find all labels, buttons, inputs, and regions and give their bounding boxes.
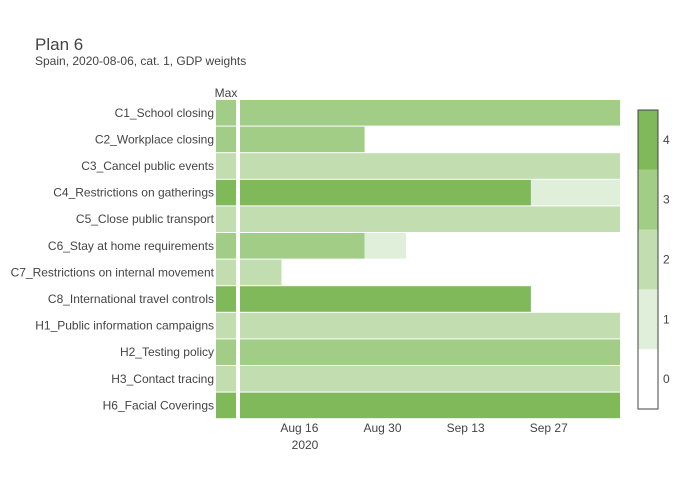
colorbar-band [638,110,658,170]
max-cell [216,259,236,286]
heatmap-cell [530,179,620,206]
colorbar-tick-label: 3 [663,193,670,207]
row-labels: C1_School closing C2_Workplace closing C3_… [11,106,215,413]
x-tick-label: Sep 27 [530,421,568,435]
max-cell [216,286,236,312]
colorbar-tick-label: 0 [663,372,670,386]
row-label: C8_International travel controls [48,292,214,306]
max-cell [216,392,236,419]
colorbar-band [638,169,658,230]
x-tick-label: Sep 13 [447,421,485,435]
chart-title: Plan 6 [35,35,83,54]
x-tick-label: Aug 16 [280,421,318,435]
heatmap-cell [240,100,620,126]
row-label: C1_School closing [115,106,214,120]
heatmap-cell [364,233,407,259]
row-label: H1_Public information campaigns [35,319,214,333]
row-label: C3_Cancel public events [81,159,214,173]
row-label: C5_Close public transport [76,212,215,226]
row-label: C7_Restrictions on internal movement [11,265,215,279]
max-cell [216,179,236,206]
heatmap-cells [240,100,620,419]
max-cell [216,233,236,259]
colorbar: 0 1 2 3 4 [637,109,670,410]
max-cell [216,153,236,179]
x-year-label: 2020 [292,438,319,452]
colorbar-band [638,349,658,409]
x-axis-ticks: Aug 16 Aug 30 Sep 13 Sep 27 [280,421,568,435]
heatmap-cell [281,259,620,286]
max-column [216,100,236,419]
heatmap-cell [240,286,531,312]
max-cell [216,206,236,232]
colorbar-tick-label: 4 [663,133,670,147]
heatmap-cell [240,126,365,153]
row-label: H2_Testing policy [120,345,214,359]
max-cell [216,312,236,339]
max-cell [216,100,236,126]
colorbar-tick-label: 2 [663,253,670,267]
heatmap-cell [240,206,620,232]
chart-subtitle: Spain, 2020-08-06, cat. 1, GDP weights [35,54,246,68]
heatmap-cell [240,339,620,365]
heatmap-cell [240,179,531,206]
row-label: H3_Contact tracing [111,372,214,386]
x-tick-label: Aug 30 [363,421,401,435]
max-column-label: Max [215,86,238,100]
heatmap-cell [240,366,620,392]
heatmap-cell [240,153,620,179]
heatmap-cell [240,233,365,259]
max-cell [216,339,236,365]
max-cell [216,126,236,153]
heatmap-cell [240,259,282,286]
row-label: C4_Restrictions on gatherings [53,186,214,200]
heatmap-cell [406,233,620,259]
colorbar-band [638,289,658,350]
heatmap-cell [364,126,620,153]
heatmap-cell [530,286,620,312]
max-cell [216,366,236,392]
colorbar-outline [637,109,659,410]
heatmap-cell [240,312,620,339]
colorbar-tick-label: 1 [663,312,670,326]
row-label: C2_Workplace closing [95,132,214,146]
heatmap-cell [240,392,620,419]
row-label: H6_Facial Coverings [103,398,214,412]
row-label: C6_Stay at home requirements [48,239,214,253]
colorbar-band [638,229,658,290]
